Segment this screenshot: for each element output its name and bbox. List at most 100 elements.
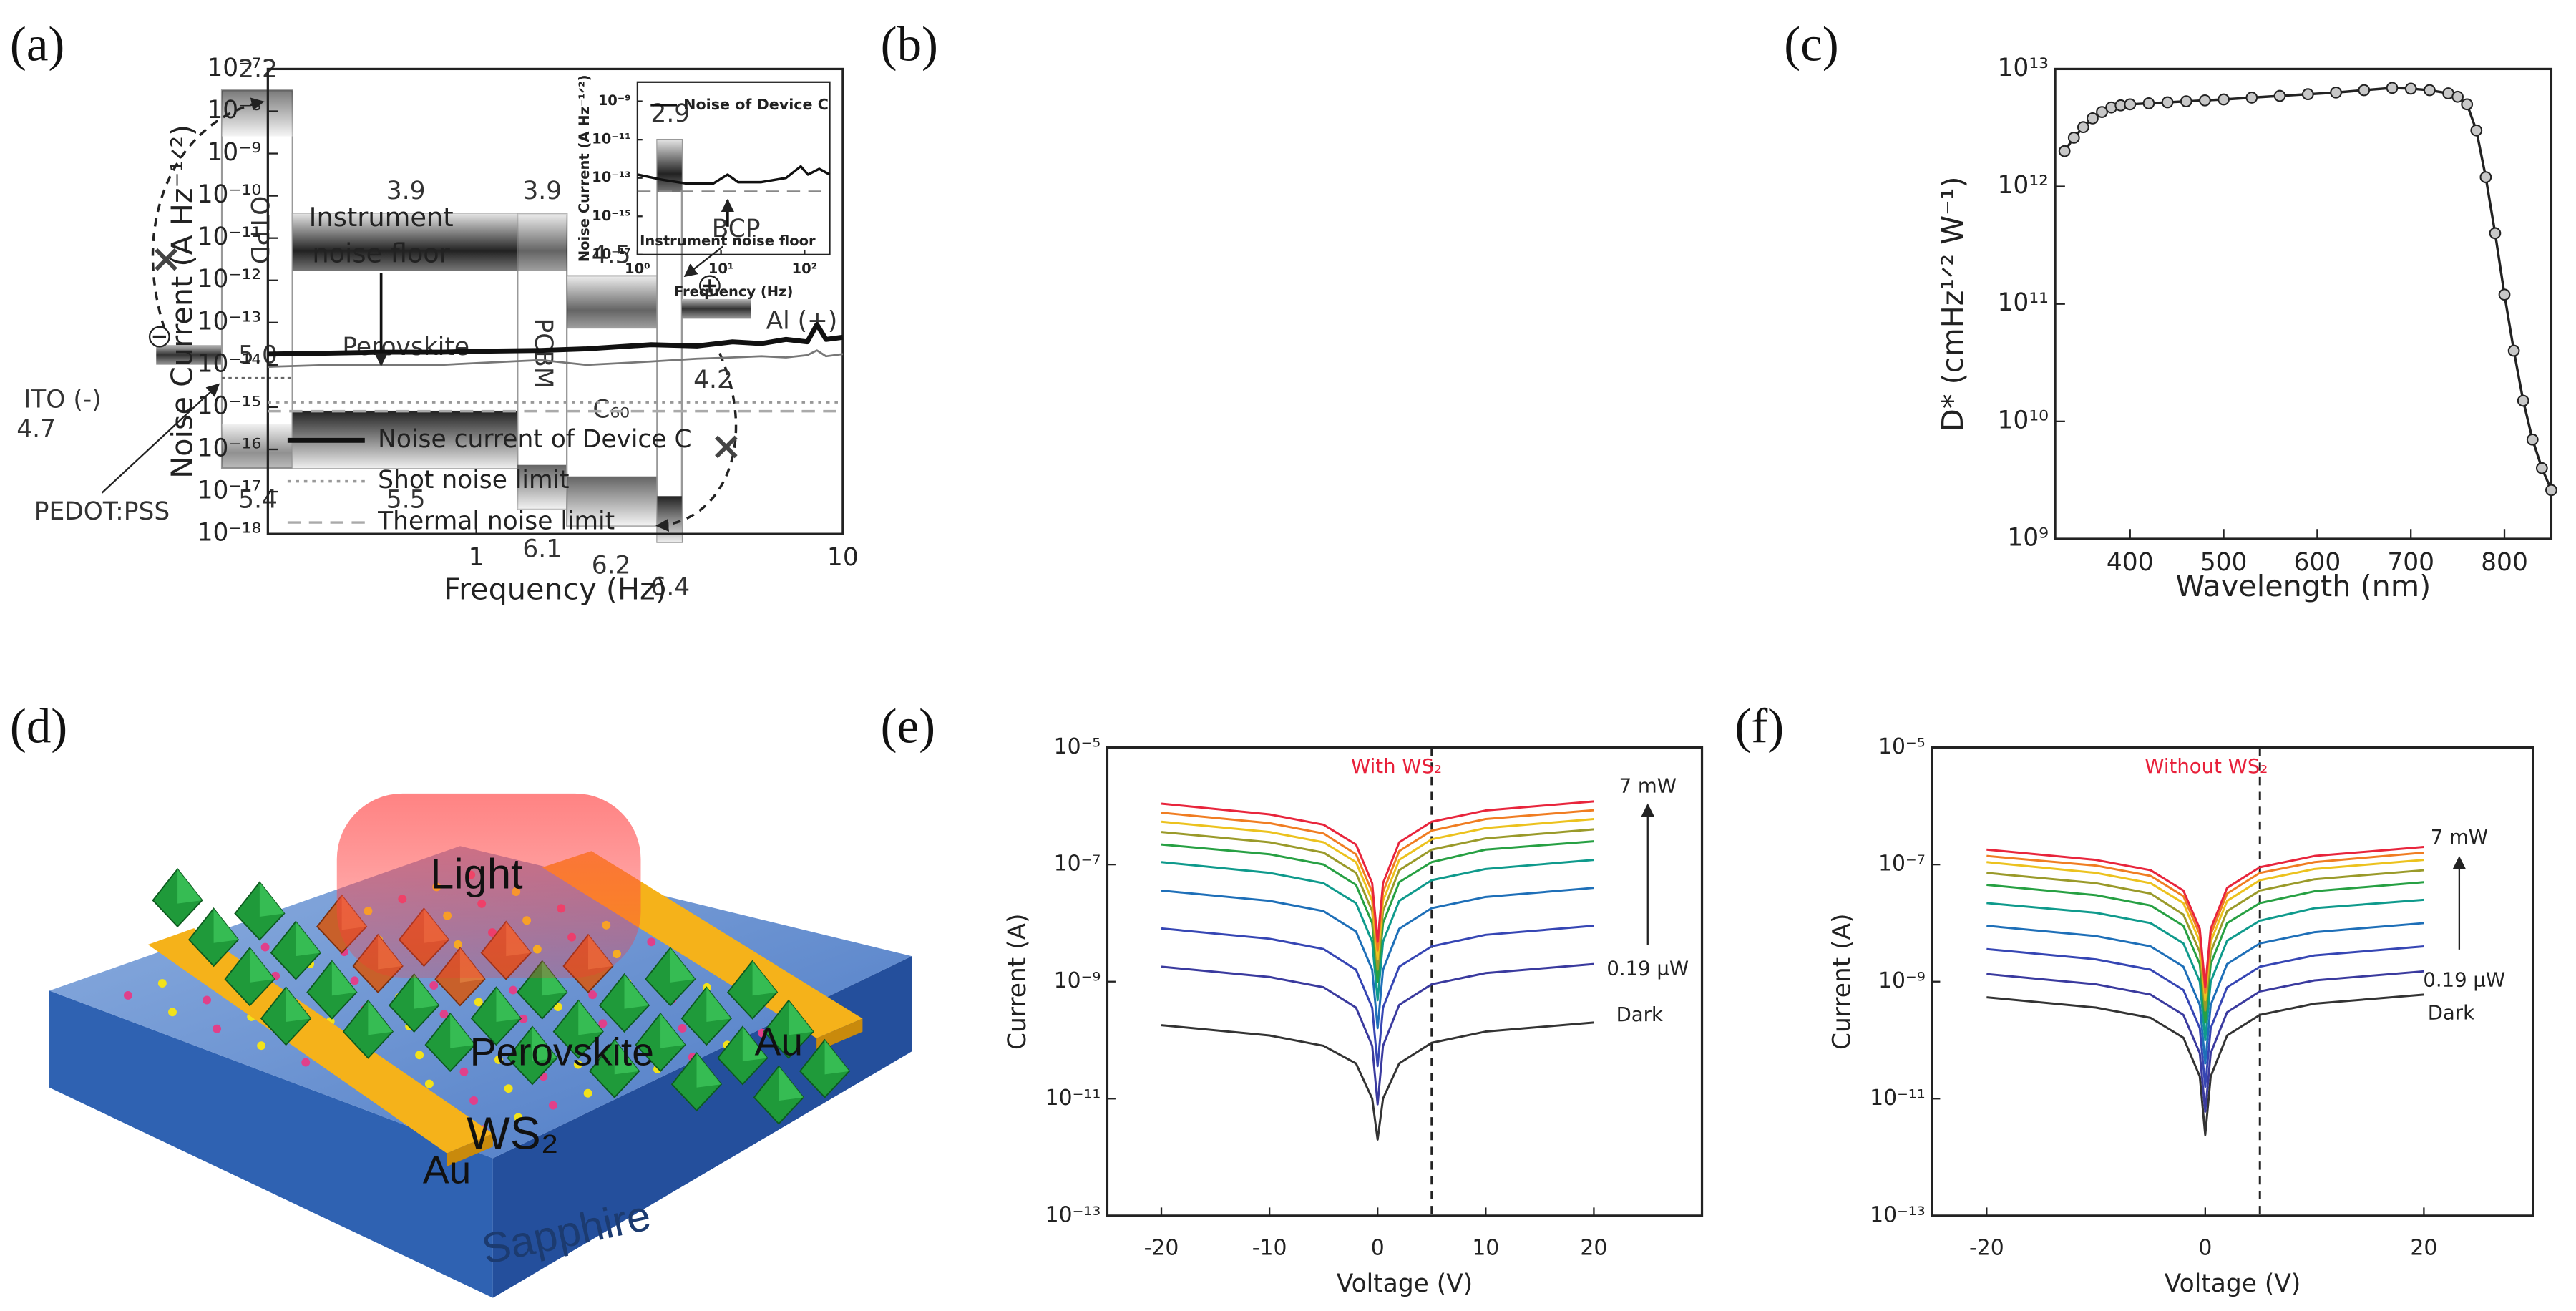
- layer-label: Perovskite: [342, 333, 469, 361]
- panel-labels: (a) (b) (c) (d) (e) (f): [10, 17, 1839, 754]
- series-line: [268, 322, 844, 357]
- ws2-label: WS₂: [467, 1108, 558, 1159]
- level-label: 6.4: [650, 572, 690, 601]
- marker: [2245, 92, 2258, 104]
- series-line: [1161, 828, 1594, 971]
- octahedron-facet: [624, 974, 649, 1009]
- series-line: [1986, 859, 2424, 1002]
- y-tick-label: 10⁻¹⁵: [592, 208, 631, 224]
- series-line: [268, 349, 844, 368]
- y-tick-label: 10⁻¹³: [1045, 1202, 1101, 1227]
- x-tick-label: -10: [1252, 1235, 1287, 1260]
- x-tick-label: 0: [2198, 1235, 2212, 1260]
- y-tick-label: 10⁻⁷: [1054, 852, 1101, 877]
- x-tick-label: 10¹: [708, 260, 734, 277]
- y-tick-label: 10¹³: [1998, 54, 2049, 82]
- y-tick-label: 10⁻¹⁶: [197, 434, 262, 462]
- marker: [2545, 484, 2557, 497]
- octahedron-facet: [259, 882, 285, 917]
- y-tick-label: 10⁻⁷: [207, 54, 261, 82]
- series-line: [1986, 922, 2424, 1065]
- level-label: 3.9: [522, 177, 562, 205]
- y-tick-label: 10⁻¹⁰: [197, 180, 262, 209]
- x-tick-label: -20: [1144, 1235, 1179, 1260]
- octahedron-facet: [450, 1013, 475, 1048]
- series-line: [1161, 840, 1594, 983]
- octahedron-facet: [578, 1000, 603, 1035]
- y-tick-label: 10⁻⁹: [207, 138, 261, 167]
- series-line: [1986, 945, 2424, 1088]
- atom: [203, 995, 211, 1005]
- x-tick-label: 10⁰: [625, 260, 650, 277]
- ito-level: [156, 345, 223, 365]
- octahedron-facet: [660, 1013, 686, 1048]
- x-tick-label: 1: [469, 543, 484, 572]
- atom: [350, 976, 359, 985]
- series-line: [1986, 851, 2424, 995]
- y-tick-label: 10¹⁰: [1998, 406, 2049, 434]
- electron-path: [151, 97, 265, 329]
- legend-label: Noise current of Device C: [378, 425, 691, 454]
- block-mark: [715, 435, 738, 459]
- y-tick-label: 10⁻¹⁷: [592, 245, 631, 262]
- marker: [2077, 121, 2089, 134]
- plot-frame: [636, 81, 831, 255]
- y-tick-label: 10⁻⁵: [1054, 734, 1101, 759]
- octahedron-facet: [496, 987, 521, 1022]
- panel-label: (f): [1735, 698, 1784, 753]
- marker: [2489, 227, 2502, 240]
- level-label: 4.2: [693, 366, 733, 394]
- octahedron-facet: [752, 961, 778, 996]
- panel-label: (a): [10, 17, 64, 72]
- marker: [2479, 171, 2492, 183]
- marker: [2535, 462, 2548, 474]
- marker: [2096, 106, 2108, 118]
- octahedron-facet: [213, 908, 239, 943]
- atom: [678, 1024, 687, 1033]
- legend-label: Noise of Device C: [683, 96, 829, 113]
- y-tick-label: 10⁻⁷: [1878, 852, 1926, 877]
- atom: [301, 1058, 311, 1067]
- panel-label: (b): [881, 17, 938, 72]
- layer-label: BCP: [712, 215, 761, 243]
- device-illustration: Light Perovskite Au Au WS₂ Sapphire: [49, 793, 912, 1298]
- marker: [2067, 132, 2080, 144]
- marker: [2058, 145, 2071, 157]
- y-tick-label: 10⁻¹⁴: [197, 349, 262, 378]
- annotation: Instrument noise floor: [640, 233, 816, 249]
- x-axis-label: Voltage (V): [2165, 1269, 2301, 1298]
- atom: [598, 1019, 608, 1028]
- chart-title: Without WS₂: [2145, 755, 2268, 778]
- series-line: [1986, 869, 2424, 1012]
- atom: [429, 981, 439, 990]
- level-label: 4.5: [592, 241, 631, 270]
- atom: [424, 1079, 434, 1088]
- atom: [469, 1096, 479, 1105]
- band: [657, 140, 682, 192]
- pointer: [101, 383, 220, 494]
- level-label: 5.5: [386, 486, 426, 515]
- x-axis-label: Wavelength (nm): [2175, 569, 2431, 603]
- x-axis-label: Voltage (V): [1337, 1269, 1473, 1298]
- atom: [474, 998, 483, 1007]
- chart: -20 0 20 10⁻⁵ 10⁻⁷ 10⁻⁹ 10⁻¹¹ 10⁻¹³ Voltage (V) C…: [1828, 734, 2534, 1298]
- octahedron-facet: [286, 987, 311, 1022]
- marker: [2087, 112, 2099, 125]
- marker: [2358, 84, 2371, 97]
- marker: [2526, 433, 2539, 446]
- octahedron-facet: [296, 921, 321, 957]
- atom: [459, 1067, 469, 1076]
- y-tick-label: 10⁻¹³: [197, 307, 262, 336]
- x-axis-label: Frequency (Hz): [674, 283, 793, 300]
- octahedron-facet: [670, 947, 696, 983]
- annotation: noise floor: [312, 238, 450, 268]
- x-tick-label: 500: [2200, 548, 2248, 577]
- plot-frame: [266, 67, 844, 535]
- band: [657, 496, 682, 542]
- marker: [2124, 98, 2137, 111]
- layer-label: ITO (-): [24, 386, 102, 414]
- y-axis-label: Current (A): [1828, 913, 1856, 1050]
- y-tick-label: 10¹²: [1998, 171, 2049, 200]
- x-tick-label: 10: [1472, 1235, 1499, 1260]
- series-line: [1161, 800, 1594, 943]
